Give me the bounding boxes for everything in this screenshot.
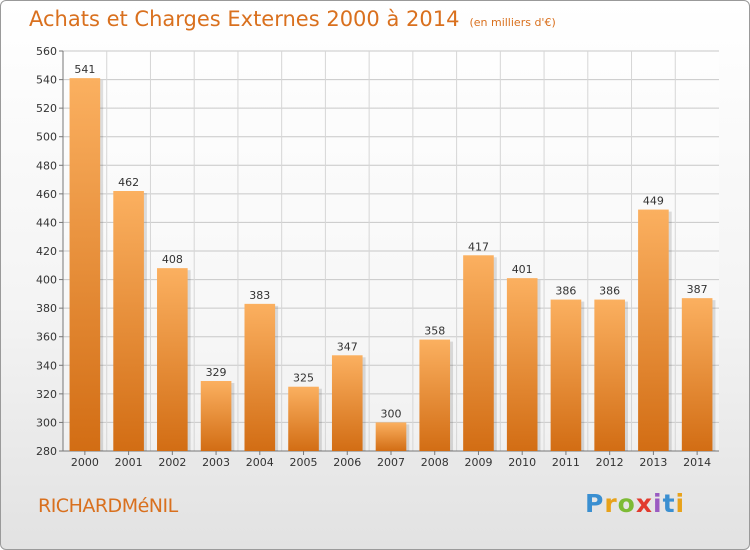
city-name: RICHARDMéNIL [38,495,178,517]
bar [113,191,144,451]
data-label: 329 [206,366,227,379]
data-label: 347 [337,340,358,353]
bar [331,355,363,451]
logo-letter: t [662,489,676,518]
y-tick-label: 520 [36,102,57,115]
bar [69,78,101,452]
bar [375,422,407,451]
y-tick-label: 500 [36,131,57,144]
bar [157,268,188,451]
x-tick-label: 2011 [552,456,580,469]
unit-text: (en milliers d'€) [469,16,556,29]
proxiti-logo: Proxiti [585,489,685,518]
y-tick-label: 320 [36,388,57,401]
data-label: 541 [74,63,95,76]
logo-letter: r [604,489,618,518]
data-label: 300 [381,407,402,420]
y-tick-label: 460 [36,188,57,201]
y-tick-label: 380 [36,302,57,315]
y-tick-label: 420 [36,245,57,258]
bar [681,298,713,451]
data-label: 462 [118,176,139,189]
x-tick-label: 2002 [158,456,186,469]
data-label: 325 [293,372,314,385]
x-tick-label: 2001 [115,456,143,469]
bar [550,299,582,451]
data-label: 417 [468,240,489,253]
data-label: 408 [162,253,183,266]
y-tick-label: 360 [36,331,57,344]
x-tick-label: 2000 [71,456,99,469]
x-tick-label: 2006 [333,456,361,469]
bar [594,299,625,451]
data-label: 358 [424,325,445,338]
logo-letter: i [653,489,663,518]
data-label: 387 [687,283,708,296]
x-tick-label: 2010 [508,456,536,469]
bar [244,303,276,451]
logo-letter: x [635,489,653,518]
x-tick-label: 2008 [421,456,449,469]
x-tick-label: 2003 [202,456,230,469]
data-label: 449 [643,195,664,208]
y-tick-label: 480 [36,159,57,172]
y-tick-label: 540 [36,74,57,87]
x-tick-label: 2007 [377,456,405,469]
x-tick-label: 2009 [464,456,492,469]
logo-letter: i [675,489,686,518]
bar [463,255,494,451]
data-labels: 541 462 408 329 383 325 347 300 358 417 401 386 386 4… [74,63,707,420]
x-tick-label: 2013 [639,456,667,469]
chart-title: Achats et Charges Externes 2000 à 2014 (e… [29,7,556,31]
logo-letter: P [585,489,605,518]
bar [288,386,319,451]
x-tick-label: 2005 [290,456,318,469]
data-label: 383 [249,289,270,302]
data-label: 386 [555,285,576,298]
y-tick-label: 300 [36,416,57,429]
logo-letter: o [617,489,636,518]
axes: 280 300 320 340 360 380 400 420 440 460 480 500 520 5… [36,45,719,469]
y-tick-label: 400 [36,274,57,287]
bar [506,278,538,451]
x-tick-label: 2004 [246,456,274,469]
data-label: 386 [599,285,620,298]
x-tick-label: 2014 [683,456,711,469]
bar [200,381,232,451]
x-tick-label: 2012 [596,456,624,469]
y-tick-label: 280 [36,445,57,458]
data-label: 401 [512,263,533,276]
title-text: Achats et Charges Externes 2000 à 2014 [29,7,460,31]
bar [638,209,669,451]
y-tick-label: 340 [36,359,57,372]
y-tick-label: 560 [36,45,57,58]
bars [69,78,716,452]
bar [419,339,451,451]
y-tick-label: 440 [36,216,57,229]
